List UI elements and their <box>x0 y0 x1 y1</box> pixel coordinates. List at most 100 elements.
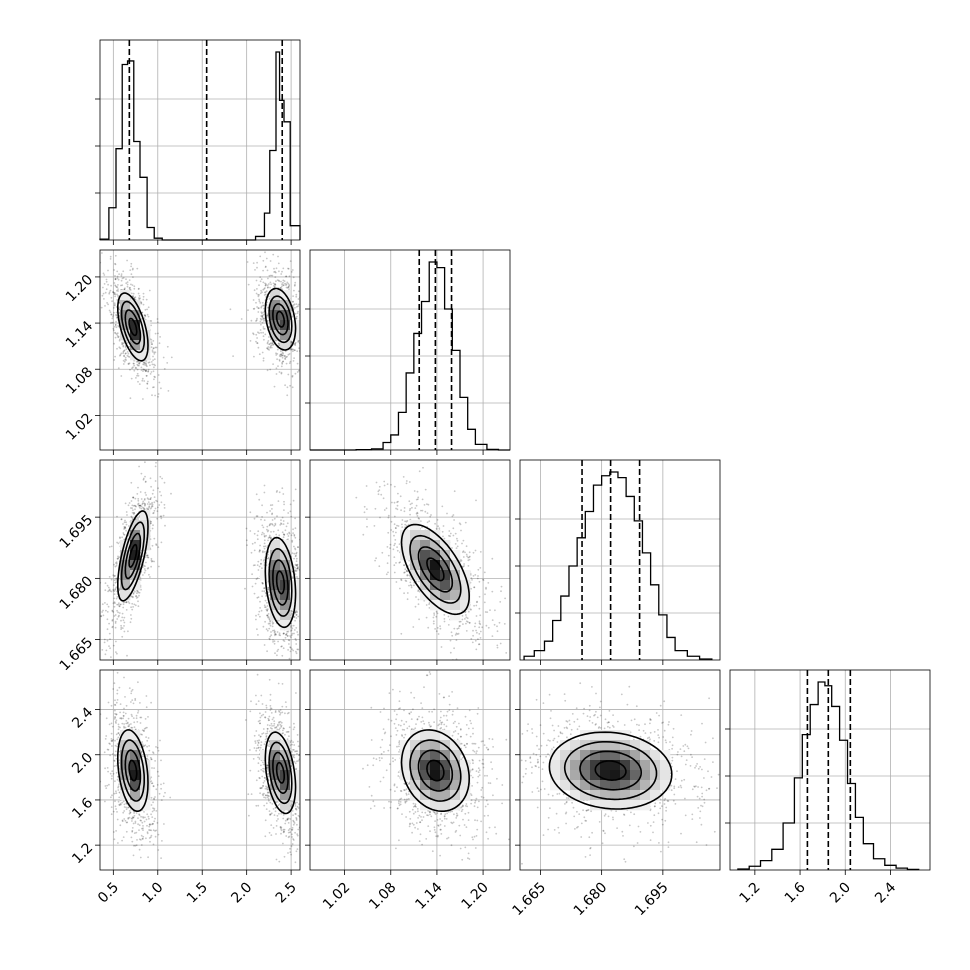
scatter-point <box>110 740 113 742</box>
scatter-point <box>267 556 270 559</box>
scatter-point <box>143 499 146 501</box>
scatter-point <box>273 525 276 527</box>
scatter-point <box>137 710 140 712</box>
scatter-point <box>260 306 263 309</box>
scatter-point <box>142 574 144 576</box>
scatter-point <box>261 590 264 592</box>
scatter-point <box>135 717 138 720</box>
scatter-point <box>258 610 261 613</box>
scatter-point <box>300 573 302 575</box>
scatter-point <box>255 319 258 322</box>
scatter-point <box>308 326 310 328</box>
scatter-point <box>264 741 267 743</box>
scatter-point <box>262 313 265 316</box>
scatter-point <box>135 831 138 834</box>
scatter-point <box>245 539 248 542</box>
scatter-point <box>280 353 283 355</box>
scatter-point <box>128 812 131 815</box>
scatter-point <box>150 804 153 806</box>
scatter-point <box>118 804 121 807</box>
scatter-point <box>112 314 115 316</box>
scatter-point <box>117 557 120 559</box>
scatter-point <box>273 631 276 634</box>
scatter-point <box>151 350 154 353</box>
scatter-point <box>252 308 255 310</box>
scatter-point <box>294 638 297 640</box>
scatter-point <box>111 619 114 622</box>
scatter-point <box>121 342 124 345</box>
contour-line <box>268 547 293 617</box>
scatter-point <box>156 517 159 520</box>
scatter-point <box>154 835 157 838</box>
scatter-point <box>120 626 123 629</box>
scatter-point <box>148 829 150 831</box>
scatter-point <box>232 355 235 357</box>
scatter-point <box>286 630 289 633</box>
scatter-point <box>294 536 297 539</box>
scatter-point <box>117 736 120 739</box>
scatter-point <box>152 751 154 753</box>
scatter-point <box>118 796 121 799</box>
scatter-point <box>249 710 252 713</box>
scatter-point <box>271 718 274 721</box>
histogram-p4 <box>737 681 920 871</box>
scatter-point <box>275 367 278 370</box>
scatter-point <box>151 343 154 346</box>
scatter-point <box>258 550 261 553</box>
scatter-point <box>149 522 152 525</box>
scatter-point <box>141 729 144 732</box>
scatter-point <box>151 822 154 825</box>
scatter-point <box>257 700 260 702</box>
scatter-point <box>311 316 313 318</box>
scatter-point <box>103 283 106 285</box>
scatter-point <box>114 254 117 257</box>
scatter-point <box>256 266 258 269</box>
scatter-point <box>260 563 262 565</box>
scatter-point <box>305 676 307 678</box>
scatter-point <box>109 647 111 650</box>
scatter-point <box>131 688 134 691</box>
scatter-point <box>251 542 254 545</box>
scatter-point <box>263 519 266 521</box>
scatter-point <box>116 293 118 296</box>
scatter-point <box>255 320 257 322</box>
scatter-point <box>120 518 123 521</box>
scatter-point <box>148 837 151 839</box>
scatter-point <box>285 633 288 636</box>
scatter-point <box>123 616 126 619</box>
scatter-point <box>123 528 125 530</box>
scatter-point <box>134 296 137 298</box>
scatter-point <box>142 825 144 827</box>
scatter-point <box>272 344 275 346</box>
scatter-point <box>111 300 113 303</box>
scatter-point <box>138 504 141 507</box>
scatter-point <box>139 491 142 493</box>
scatter-point <box>114 278 117 281</box>
scatter-point <box>255 493 258 496</box>
scatter-point <box>261 504 263 507</box>
scatter-point <box>278 371 281 373</box>
scatter-point <box>128 810 131 812</box>
scatter-point <box>297 567 299 569</box>
scatter-point <box>150 324 153 327</box>
scatter-point <box>264 287 266 289</box>
scatter-point <box>255 333 258 336</box>
scatter-point <box>161 457 163 459</box>
scatter-point <box>104 602 106 604</box>
scatter-point <box>155 499 158 502</box>
scatter-point <box>160 515 163 518</box>
scatter-point <box>150 780 153 782</box>
scatter-point <box>146 554 149 557</box>
scatter-point <box>263 587 266 589</box>
scatter-point <box>296 805 299 808</box>
scatter-point <box>167 390 170 392</box>
scatter-point <box>259 320 262 323</box>
scatter-point <box>260 559 263 561</box>
scatter-point <box>268 295 270 298</box>
scatter-point <box>285 356 288 359</box>
scatter-point <box>277 262 280 265</box>
scatter-point <box>113 269 115 271</box>
scatter-point <box>247 283 250 286</box>
scatter-point <box>126 354 129 357</box>
scatter-point <box>125 722 128 725</box>
